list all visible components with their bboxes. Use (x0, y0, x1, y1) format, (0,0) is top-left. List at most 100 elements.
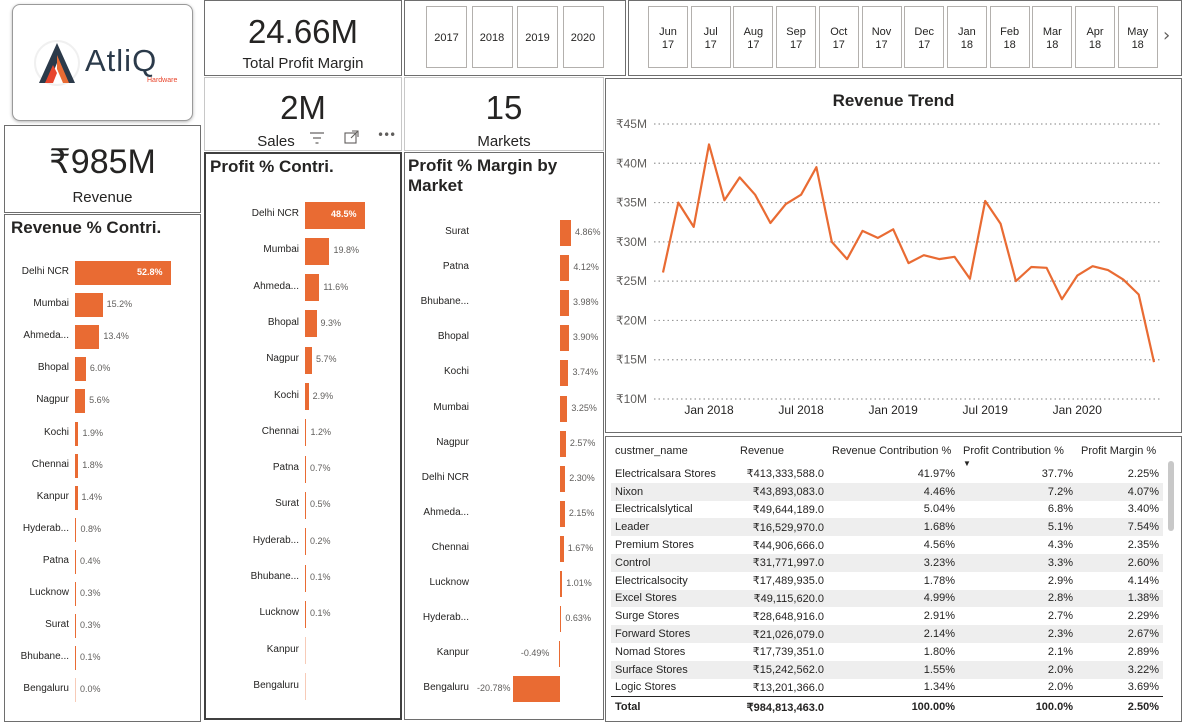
bar[interactable] (305, 201, 365, 229)
month-button[interactable]: Feb 18 (989, 6, 1030, 68)
bar[interactable] (305, 274, 320, 302)
bar[interactable] (560, 395, 568, 422)
bar[interactable] (75, 389, 86, 414)
table-row[interactable]: Surge Stores ₹28,648,916.0 2.91% 2.7% 2.29% (611, 607, 1163, 625)
month-button[interactable]: Jun 17 (648, 6, 688, 68)
bar[interactable] (560, 500, 565, 527)
table-row[interactable]: Nixon ₹43,893,083.0 4.46% 7.2% 4.07% (611, 482, 1163, 501)
month-button[interactable]: Jul 17 (690, 6, 731, 68)
bar[interactable] (75, 614, 76, 639)
table-row[interactable]: Nomad Stores ₹17,739,351.0 1.80% 2.1% 2.89% (611, 643, 1163, 661)
month-button[interactable]: Jan 18 (946, 6, 987, 68)
bar[interactable] (305, 346, 313, 374)
month-button[interactable]: Mar 18 (1032, 6, 1073, 68)
month-button[interactable]: Dec 17 (904, 6, 945, 68)
bar[interactable] (560, 220, 571, 246)
more-options-icon[interactable]: ••• (377, 128, 396, 142)
table-row[interactable]: Forward Stores ₹21,026,079.0 2.14% 2.3% 2.67… (611, 625, 1163, 643)
table-cell: ₹43,893,083.0 (736, 482, 828, 501)
bar[interactable] (305, 237, 330, 265)
month-button[interactable]: Sep 17 (776, 6, 817, 68)
year-button-2019[interactable]: 2019 (517, 6, 558, 68)
column-header-0[interactable]: custmer_name (615, 445, 688, 457)
bar-category-label: Hyderab... (22, 522, 69, 534)
bar[interactable] (558, 641, 560, 668)
column-header-1[interactable]: Revenue (740, 445, 785, 457)
bar-data-label: 3.90% (572, 332, 599, 343)
month-button[interactable]: Oct 17 (818, 6, 859, 68)
table-row[interactable]: Leader ₹16,529,970.0 1.68% 5.1% 7.54% (611, 518, 1163, 537)
table-row[interactable]: Surface Stores ₹15,242,562.0 1.55% 2.0% 3.22… (611, 660, 1163, 679)
bar[interactable] (305, 491, 306, 519)
bar[interactable] (305, 383, 309, 410)
bar[interactable] (305, 528, 306, 556)
sort-desc-icon[interactable]: ▼ (963, 459, 971, 468)
bar[interactable] (560, 430, 566, 457)
bar[interactable] (560, 571, 563, 597)
table-row[interactable]: Electricalslytical ₹49,644,189.0 5.04% 6.8%… (611, 501, 1163, 519)
month-button[interactable]: May 18 (1117, 6, 1158, 68)
month-button[interactable]: Aug 17 (733, 6, 774, 68)
month-button[interactable]: Apr 18 (1075, 6, 1115, 68)
bar[interactable] (75, 421, 79, 446)
table-cell: Nomad Stores (615, 645, 686, 658)
bar[interactable] (305, 455, 306, 483)
year-button-2017[interactable]: 2017 (426, 6, 467, 68)
bar[interactable] (305, 673, 306, 701)
bar[interactable] (560, 325, 569, 352)
bar[interactable] (75, 325, 100, 350)
bar[interactable] (305, 637, 306, 665)
bar[interactable] (305, 419, 307, 447)
bar-category-label: Lucknow (429, 577, 469, 588)
filter-icon[interactable] (309, 131, 325, 145)
bar[interactable] (75, 485, 78, 510)
bar-data-label: 9.3% (320, 317, 342, 328)
column-header-3[interactable]: Profit Contribution % ▼ (963, 445, 1064, 468)
bar[interactable] (305, 564, 306, 592)
bar[interactable] (75, 261, 171, 285)
year-button-2018[interactable]: 2018 (471, 6, 513, 68)
year-button-2020[interactable]: 2020 (562, 6, 604, 68)
bar-data-label: 1.67% (567, 542, 594, 553)
bar[interactable] (75, 549, 76, 574)
bar[interactable] (560, 360, 569, 387)
table-row[interactable]: Electricalsocity ₹17,489,935.0 1.78% 2.9% 4.… (611, 572, 1163, 590)
bar-data-label: 1.9% (82, 427, 103, 438)
table-cell: ₹31,771,997.0 (736, 553, 828, 572)
bar[interactable] (560, 255, 570, 282)
month-button[interactable]: Nov 17 (861, 6, 902, 68)
table-row[interactable]: Logic Stores ₹13,201,366.0 1.34% 2.0% 3.69% (611, 679, 1163, 697)
table-row[interactable]: Electricalsara Stores ₹413,333,588.0 41.97… (611, 465, 1163, 483)
chevron-right-icon[interactable]: › (1163, 25, 1171, 46)
profit-margin-value: 24.66M (247, 13, 359, 50)
bar[interactable] (305, 600, 306, 628)
table-row[interactable]: Excel Stores ₹49,115,620.0 4.99% 2.8% 1.38% (611, 589, 1163, 608)
bar[interactable] (75, 678, 76, 703)
bar[interactable] (560, 535, 564, 562)
bar[interactable] (75, 646, 76, 671)
table-cell: ₹13,201,366.0 (752, 681, 824, 694)
bar[interactable] (560, 465, 566, 492)
table-row[interactable]: Control ₹31,771,997.0 3.23% 3.3% 2.60% (611, 553, 1163, 572)
bar-category-label: Nagpur (266, 353, 299, 365)
focus-mode-icon[interactable] (343, 129, 361, 145)
bar[interactable] (75, 293, 103, 318)
bar[interactable] (75, 517, 77, 542)
table-scrollbar[interactable] (1168, 461, 1174, 531)
bar[interactable] (305, 310, 317, 338)
bar-data-label: 4.12% (573, 262, 599, 273)
column-header-2[interactable]: Revenue Contribution % (832, 445, 952, 457)
bar-data-label: 0.1% (310, 608, 331, 619)
bar[interactable] (75, 453, 79, 478)
bar[interactable] (560, 606, 562, 633)
bar[interactable] (512, 676, 560, 703)
column-header-4[interactable]: Profit Margin % (1081, 445, 1157, 457)
bar[interactable] (75, 357, 86, 382)
bar[interactable] (75, 582, 76, 606)
month-year: 18 (1131, 39, 1144, 51)
logo-brand: AtliQ (85, 43, 158, 78)
bar[interactable] (560, 290, 569, 317)
revenue-line[interactable] (661, 143, 1156, 363)
table-cell: Excel Stores (611, 589, 736, 608)
table-row[interactable]: Premium Stores ₹44,906,666.0 4.56% 4.3% 2.35… (611, 536, 1163, 554)
